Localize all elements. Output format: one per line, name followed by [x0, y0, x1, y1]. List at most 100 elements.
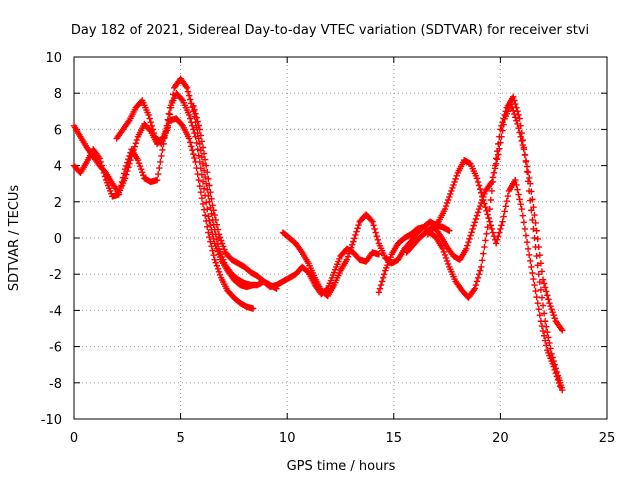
data-point — [511, 110, 518, 118]
data-point — [512, 176, 519, 184]
data-point — [132, 140, 140, 147]
data-point — [478, 199, 485, 207]
data-point — [450, 181, 457, 189]
data-point — [98, 162, 105, 169]
data-point — [206, 217, 213, 225]
data-point — [448, 187, 455, 195]
data-point — [517, 133, 524, 140]
data-point — [168, 97, 176, 105]
data-point — [442, 202, 450, 210]
data-points — [70, 75, 566, 394]
data-point — [492, 155, 500, 162]
data-point — [139, 169, 146, 176]
data-point — [193, 114, 200, 121]
data-point — [204, 223, 211, 231]
data-point — [146, 115, 153, 122]
data-point — [507, 100, 515, 108]
data-point — [453, 172, 460, 180]
data-point — [531, 211, 538, 219]
data-point — [350, 238, 357, 245]
series-track-g — [403, 156, 564, 390]
data-point — [528, 263, 535, 271]
data-point — [201, 212, 209, 219]
x-tick-labels: 0 5 10 15 20 25 — [70, 431, 615, 446]
data-point — [344, 253, 352, 260]
data-point — [376, 285, 384, 292]
data-point — [443, 199, 451, 207]
data-point — [372, 229, 379, 236]
data-point — [498, 222, 505, 229]
data-point — [375, 251, 383, 258]
data-point — [158, 152, 165, 160]
y-tick-label: -8 — [49, 377, 62, 392]
data-point — [451, 178, 458, 186]
data-point — [218, 240, 226, 247]
data-point — [446, 227, 453, 234]
data-point — [118, 178, 126, 186]
data-point — [199, 144, 207, 151]
data-point — [494, 236, 501, 244]
data-point — [101, 173, 109, 180]
data-point — [483, 230, 490, 237]
data-point — [116, 187, 124, 194]
data-point — [490, 169, 498, 177]
data-point — [209, 202, 216, 209]
data-point — [121, 166, 129, 173]
data-point — [190, 102, 197, 110]
data-point — [466, 235, 473, 243]
data-point — [559, 327, 566, 334]
data-point — [551, 366, 558, 374]
series-track-d — [190, 102, 383, 298]
data-point — [205, 192, 212, 199]
data-point — [155, 170, 162, 178]
data-point — [194, 146, 201, 153]
data-point — [527, 257, 534, 265]
data-point — [520, 219, 528, 226]
data-point — [516, 129, 523, 136]
data-point — [207, 188, 214, 196]
data-point — [483, 207, 490, 215]
data-point — [550, 363, 557, 370]
data-point — [195, 176, 202, 184]
data-point — [133, 136, 141, 144]
data-point — [210, 207, 217, 214]
data-point — [543, 288, 550, 295]
data-point — [156, 164, 163, 172]
data-point — [221, 246, 228, 253]
data-point — [548, 305, 555, 313]
data-point — [537, 260, 545, 267]
data-point — [471, 219, 479, 226]
y-tick-label: 6 — [54, 123, 62, 138]
data-point — [204, 169, 211, 176]
data-point — [166, 111, 174, 118]
data-point — [200, 150, 208, 157]
data-point — [533, 227, 540, 234]
data-point — [480, 250, 487, 257]
data-point — [140, 172, 147, 179]
data-point — [474, 274, 482, 282]
data-point — [534, 299, 541, 307]
data-point — [498, 133, 505, 140]
data-point — [186, 139, 194, 146]
data-point — [517, 201, 524, 208]
data-point — [530, 204, 537, 211]
data-point — [473, 212, 481, 219]
data-point — [100, 169, 108, 177]
data-point — [525, 251, 533, 259]
data-point — [533, 252, 540, 260]
data-point — [208, 195, 215, 202]
data-point — [536, 251, 544, 259]
data-point — [531, 234, 538, 242]
chart-title: Day 182 of 2021, Sidereal Day-to-day VTE… — [71, 23, 589, 38]
data-point — [196, 126, 203, 133]
x-tick-label: 0 — [70, 431, 78, 446]
data-point — [487, 196, 495, 204]
data-point — [115, 191, 122, 198]
data-point — [205, 175, 212, 183]
series-track-h — [424, 100, 566, 334]
data-point — [476, 267, 484, 274]
data-point — [441, 251, 449, 259]
data-point — [120, 170, 128, 177]
data-point — [189, 122, 196, 129]
